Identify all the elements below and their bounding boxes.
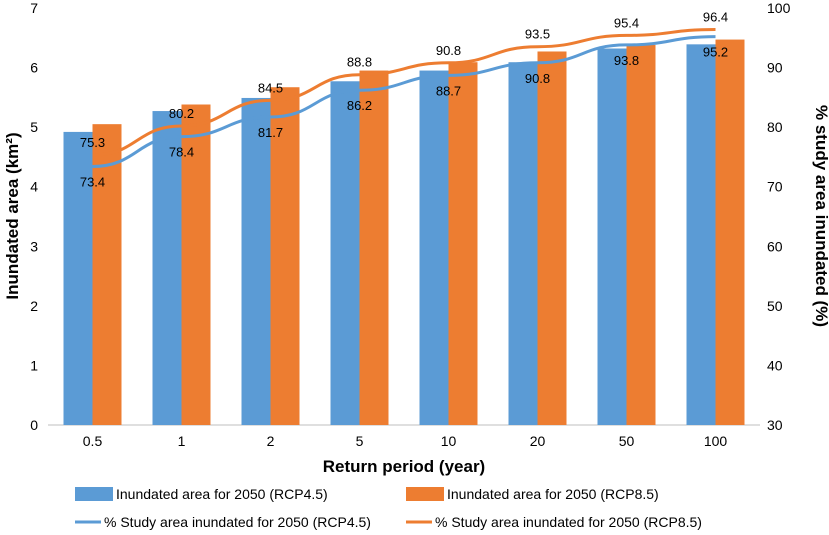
legend: Inundated area for 2050 (RCP4.5) Inundat… — [75, 486, 702, 530]
data-label-rcp45: 78.4 — [169, 145, 194, 160]
x-tick-label: 1 — [178, 433, 186, 449]
y-tick-label: 5 — [30, 119, 38, 135]
bar-rcp45 — [63, 131, 93, 425]
bar-rcp85 — [448, 62, 478, 426]
bar-rcp45 — [241, 97, 271, 426]
bar-rcp85 — [359, 70, 389, 426]
data-labels: 73.4 78.4 81.7 86.2 88.7 90.8 93.8 95.2 75.3 80.2… — [80, 9, 728, 189]
bar-rcp45 — [152, 111, 182, 426]
data-label-rcp45: 95.2 — [703, 45, 728, 60]
y-tick-label: 4 — [30, 179, 38, 195]
line-rcp45 — [92, 35, 716, 168]
legend-label-line-rcp85: % Study area inundated for 2050 (RCP8.5) — [435, 514, 702, 530]
bar-rcp85 — [92, 124, 122, 426]
x-tick-label: 10 — [441, 433, 457, 449]
x-tick-label: 20 — [530, 433, 546, 449]
data-label-rcp45: 86.2 — [347, 98, 372, 113]
legend-swatch-bar-rcp85 — [406, 487, 444, 501]
y2-tick-label: 30 — [767, 417, 783, 433]
x-tick-label: 5 — [356, 433, 364, 449]
x-axis-ticks: 0.5 1 2 5 10 20 50 100 — [83, 433, 728, 449]
bar-rcp45 — [330, 81, 360, 425]
data-label-rcp45: 81.7 — [258, 125, 283, 140]
bar-rcp85 — [626, 44, 656, 425]
y-tick-label: 2 — [30, 298, 38, 314]
bars — [63, 39, 745, 426]
data-label-rcp85: 88.8 — [347, 55, 372, 70]
x-axis-title: Return period (year) — [323, 457, 485, 476]
bar-rcp85 — [270, 87, 300, 425]
data-label-rcp45: 73.4 — [80, 174, 105, 189]
y2-axis-title: % study area inundated (%) — [812, 105, 829, 327]
data-label-rcp85: 75.3 — [80, 135, 105, 150]
y2-tick-label: 60 — [767, 238, 783, 254]
bar-rcp85 — [181, 104, 211, 426]
y-axis-ticks: 0 1 2 3 4 5 6 7 — [30, 0, 38, 433]
data-label-rcp45: 88.7 — [436, 83, 461, 98]
legend-label-bar-rcp45: Inundated area for 2050 (RCP4.5) — [116, 486, 328, 502]
data-label-rcp85: 93.5 — [525, 27, 550, 42]
y2-tick-label: 80 — [767, 119, 783, 135]
data-label-rcp85: 90.8 — [436, 43, 461, 58]
y2-tick-label: 100 — [767, 0, 791, 16]
data-label-rcp85: 96.4 — [703, 9, 728, 24]
y-tick-label: 6 — [30, 60, 38, 76]
y-tick-label: 3 — [30, 238, 38, 254]
bar-rcp45 — [597, 48, 627, 425]
bar-rcp45 — [508, 62, 538, 426]
data-label-rcp85: 80.2 — [169, 106, 194, 121]
legend-label-line-rcp45: % Study area inundated for 2050 (RCP4.5) — [104, 514, 371, 530]
data-label-rcp45: 93.8 — [614, 53, 639, 68]
y2-tick-label: 70 — [767, 179, 783, 195]
y-tick-label: 1 — [30, 357, 38, 373]
x-tick-label: 2 — [267, 433, 275, 449]
y2-axis-ticks: 30 40 50 60 70 80 90 100 — [767, 0, 791, 433]
bar-rcp85 — [537, 51, 567, 425]
lines — [92, 27, 716, 168]
bar-rcp45 — [686, 44, 716, 426]
legend-swatch-bar-rcp45 — [75, 487, 113, 501]
x-tick-label: 50 — [619, 433, 635, 449]
y-tick-label: 7 — [30, 0, 38, 16]
bar-rcp85 — [715, 39, 745, 426]
y2-tick-label: 90 — [767, 60, 783, 76]
data-label-rcp85: 95.4 — [614, 15, 639, 30]
y2-tick-label: 40 — [767, 357, 783, 373]
y2-tick-label: 50 — [767, 298, 783, 314]
x-tick-label: 100 — [704, 433, 728, 449]
data-label-rcp45: 90.8 — [525, 71, 550, 86]
y-tick-label: 0 — [30, 417, 38, 433]
bar-rcp45 — [419, 70, 449, 426]
line-rcp85 — [92, 27, 716, 157]
data-label-rcp85: 84.5 — [258, 80, 283, 95]
x-tick-label: 0.5 — [83, 433, 103, 449]
y-axis-title: Inundated area (km²) — [3, 132, 22, 299]
legend-label-bar-rcp85: Inundated area for 2050 (RCP8.5) — [447, 486, 659, 502]
